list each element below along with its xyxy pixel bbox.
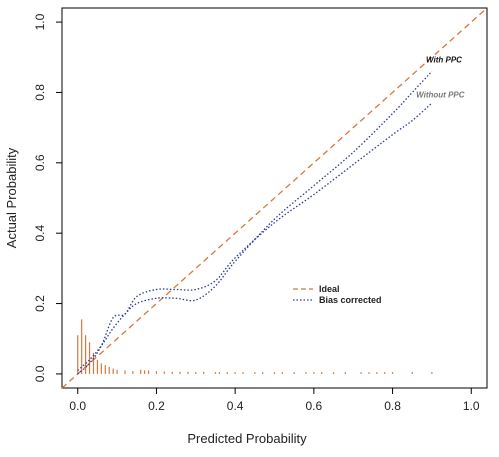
x-tick-label: 1.0 <box>463 399 480 413</box>
legend-label: Bias corrected <box>319 295 382 305</box>
x-axis: 0.0 0.2 0.4 0.6 0.8 1.0 <box>69 388 480 413</box>
x-tick-label: 0.2 <box>148 399 165 413</box>
series-layer <box>61 7 488 389</box>
plot-frame <box>61 7 488 389</box>
x-tick-label: 0.0 <box>69 399 86 413</box>
y-tick-label: 0.2 <box>33 295 47 312</box>
series-line-without-ppc <box>77 102 433 375</box>
histogram-ticks <box>77 319 433 374</box>
x-tick-label: 0.4 <box>227 399 244 413</box>
y-tick-label: 0.4 <box>33 225 47 242</box>
annotation-label: Without PPC <box>416 91 465 100</box>
y-tick-label: 1.0 <box>33 13 47 30</box>
y-tick-label: 0.6 <box>33 154 47 171</box>
series-line-ideal <box>61 7 488 389</box>
y-tick-label: 0.0 <box>33 365 47 382</box>
legend-label: Ideal <box>319 284 340 294</box>
y-tick-label: 0.8 <box>33 84 47 101</box>
x-axis-label: Predicted Probability <box>187 431 307 446</box>
y-axis-label: Actual Probability <box>4 147 19 248</box>
x-tick-label: 0.8 <box>384 399 401 413</box>
series-line-with-ppc <box>77 70 433 371</box>
annotation-layer: With PPC Without PPC <box>416 56 465 100</box>
annotation-label: With PPC <box>426 56 462 65</box>
y-axis: 0.0 0.2 0.4 0.6 0.8 1.0 <box>33 13 62 382</box>
x-tick-label: 0.6 <box>306 399 323 413</box>
